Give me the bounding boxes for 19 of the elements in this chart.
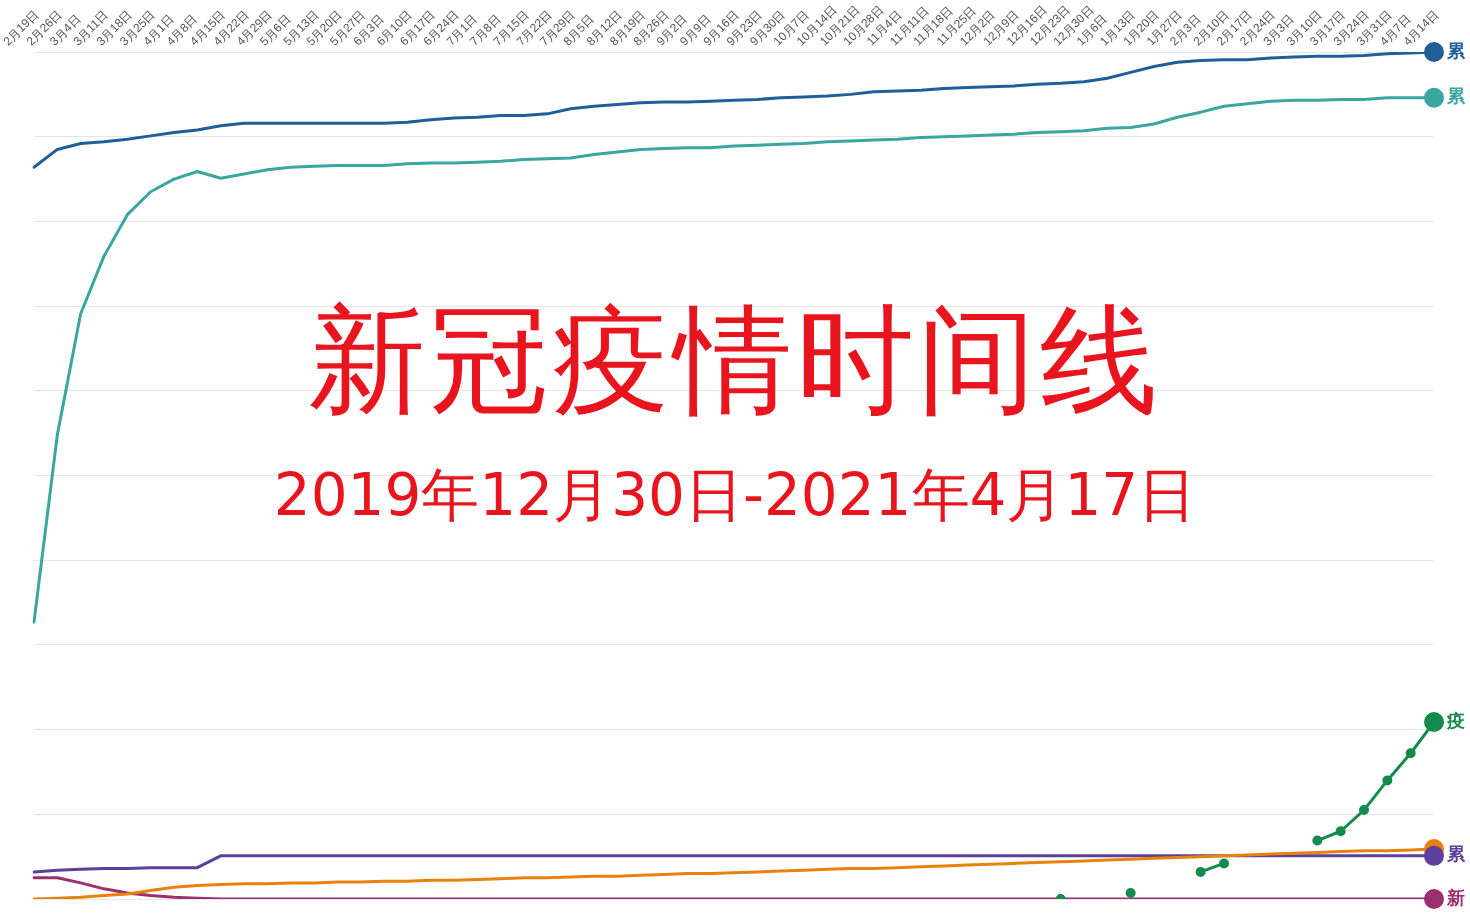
point	[1359, 805, 1369, 816]
point	[1312, 835, 1323, 846]
series-label: 累	[1446, 843, 1466, 865]
point	[1424, 845, 1444, 866]
series-label: 疫	[1446, 709, 1465, 731]
point	[1125, 888, 1136, 899]
point	[1424, 42, 1444, 63]
point	[1382, 775, 1393, 786]
point	[1219, 858, 1229, 869]
series-label: 新	[1446, 886, 1465, 908]
text: 新冠疫情时间线	[307, 290, 1163, 430]
series-label: 累	[1446, 85, 1466, 107]
point	[1405, 748, 1416, 759]
point	[1424, 889, 1444, 909]
series-label: 累	[1446, 39, 1466, 61]
point	[1335, 826, 1346, 837]
point	[1424, 87, 1444, 108]
point	[1195, 866, 1206, 877]
text: 2019年12月30日-2021年4月17日	[272, 460, 1198, 530]
